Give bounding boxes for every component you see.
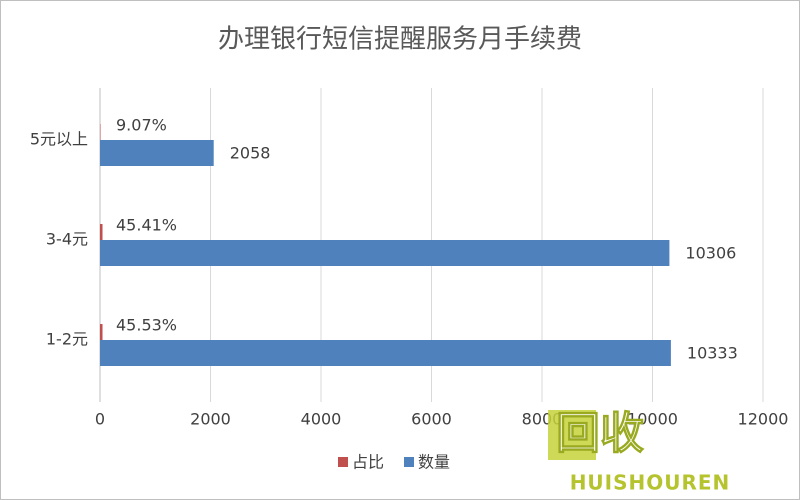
- legend-label: 数量: [418, 453, 450, 472]
- legend-swatch: [338, 457, 348, 467]
- data-label: 10333: [687, 344, 738, 363]
- bar: [100, 224, 103, 250]
- legend-swatch: [404, 457, 414, 467]
- y-tick-label: 1-2元: [46, 330, 88, 349]
- data-label: 9.07%: [116, 116, 167, 135]
- data-label: 2058: [230, 144, 271, 163]
- y-tick-label: 5元以上: [30, 130, 88, 149]
- x-tick-label: 12000: [738, 410, 789, 429]
- bar: [100, 324, 103, 350]
- chart-title: 办理银行短信提醒服务月手续费: [218, 25, 582, 55]
- watermark-text: HUISHOUREN: [570, 471, 731, 495]
- bar: [100, 124, 101, 150]
- watermark-box: [548, 410, 596, 460]
- x-tick-label: 2000: [190, 410, 231, 429]
- data-label: 10306: [685, 244, 736, 263]
- x-tick-label: 6000: [411, 410, 452, 429]
- x-tick-label: 4000: [301, 410, 342, 429]
- x-tick-label: 0: [95, 410, 105, 429]
- bar: [100, 140, 214, 166]
- legend-label: 占比: [352, 453, 384, 472]
- bar: [100, 240, 670, 266]
- bar: [100, 340, 671, 366]
- data-label: 45.41%: [116, 216, 177, 235]
- data-label: 45.53%: [116, 316, 177, 335]
- y-tick-label: 3-4元: [46, 230, 88, 249]
- watermark-logo: 回收: [556, 408, 644, 459]
- x-tick-label: 10000: [627, 410, 678, 429]
